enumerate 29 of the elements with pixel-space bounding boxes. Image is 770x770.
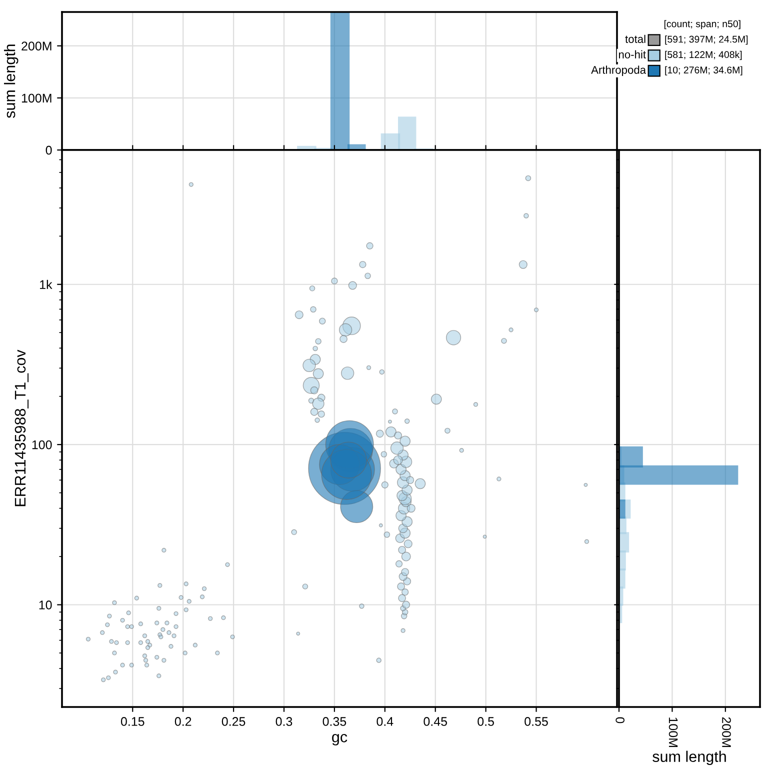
y-tick-label: 1k — [40, 280, 52, 289]
y-tick-label: 200M — [22, 42, 52, 50]
text: [10; 276M; 34.6M] — [665, 66, 742, 76]
y-tick-label: 100M — [22, 94, 52, 103]
x-tick-label: 0.4 — [376, 717, 394, 726]
x-tick-label: 0.45 — [424, 717, 448, 726]
legend-label: Arthropoda — [591, 66, 646, 76]
y-tick-label: 0 — [46, 146, 52, 155]
text: [581; 122M; 408k] — [665, 50, 742, 60]
y-axis-title: sum length — [4, 44, 18, 118]
x-tick-label: 0.25 — [222, 717, 246, 726]
x-tick-label: 100M — [668, 718, 678, 747]
y-tick-label: 10 — [39, 600, 52, 610]
x-tick-label: 0.3 — [276, 717, 292, 726]
x-axis-title: sum length — [652, 750, 726, 766]
legend-title: [count; span; n50] — [664, 20, 740, 30]
x-tick-label: 0.15 — [120, 717, 144, 726]
x-axis-title: gc — [332, 734, 348, 746]
text: [591; 397M; 24.5M] — [665, 36, 748, 45]
legend-label: total — [625, 34, 646, 44]
legend-label: no-hit — [618, 50, 646, 58]
x-tick-label: 0.35 — [322, 717, 346, 726]
x-tick-label: 0.5 — [478, 717, 494, 726]
x-tick-label: 0.55 — [524, 717, 548, 726]
y-tick-label: 100 — [32, 440, 52, 450]
y-axis-title: ERR11435988_T1_cov — [14, 350, 29, 506]
x-tick-label: 0.2 — [174, 717, 192, 726]
x-tick-label: 200M — [722, 717, 731, 747]
x-tick-label: 0 — [616, 717, 624, 724]
